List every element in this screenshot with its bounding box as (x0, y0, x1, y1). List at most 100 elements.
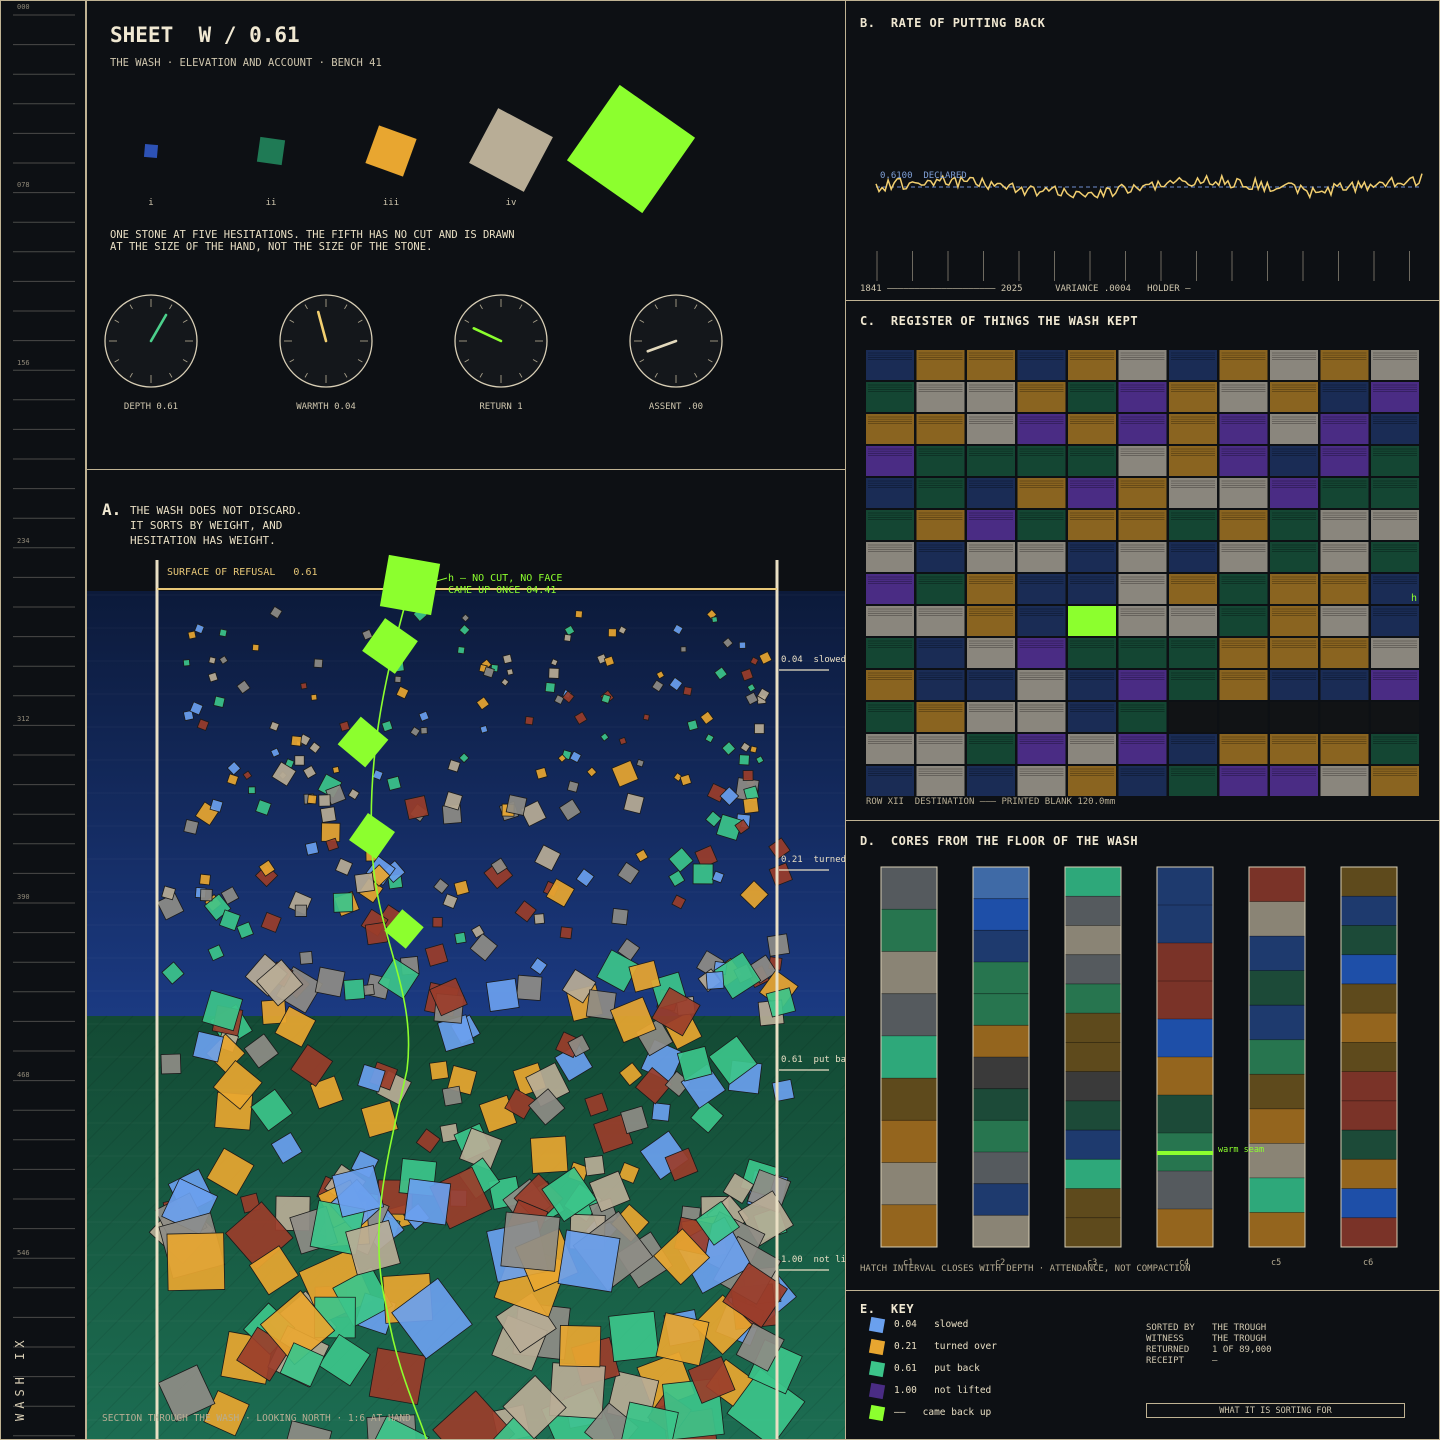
sediment-stone (544, 681, 556, 693)
sediment-stone (381, 720, 394, 733)
sediment-stone (320, 822, 341, 843)
dial-tick (182, 319, 188, 323)
sediment-stone (739, 880, 769, 910)
register-cell (1169, 670, 1217, 700)
core-layer (1065, 1013, 1121, 1043)
section-d-footer: HATCH INTERVAL CLOSES WITH DEPTH · ATTEN… (860, 1264, 1191, 1274)
sediment-stone (668, 869, 686, 887)
sediment-stone (259, 1289, 336, 1366)
sediment-stone (209, 798, 224, 813)
register-cell (1169, 510, 1217, 540)
sediment-stone (218, 909, 241, 932)
key-swatch (868, 1338, 886, 1356)
core-layer (1249, 1177, 1305, 1213)
register-cell (866, 382, 914, 412)
core-outline (972, 866, 1030, 1248)
sediment-stone (585, 989, 617, 1021)
sediment-stone (206, 1147, 255, 1196)
register-cell (1118, 606, 1167, 636)
sediment-stone (705, 971, 725, 990)
register-cell (1017, 606, 1066, 636)
core-layer (1157, 1095, 1213, 1133)
core-layer (1157, 1209, 1213, 1247)
core-layer (1341, 925, 1397, 955)
sediment-stone (719, 786, 740, 806)
core-layer (881, 867, 937, 910)
sediment-stone (564, 624, 576, 637)
core-layer (1065, 1100, 1121, 1131)
sediment-stone (711, 870, 725, 884)
register-cell (1320, 734, 1369, 764)
sediment-stone (161, 961, 185, 985)
core-layer (973, 1215, 1029, 1247)
core-layer (1249, 1108, 1305, 1144)
dial-tick (182, 359, 188, 363)
register-cell (1017, 670, 1066, 700)
register-cell (1270, 670, 1318, 700)
dial-tick (169, 372, 173, 378)
dial-tick (357, 319, 363, 323)
dial-tick (639, 319, 645, 323)
register-cell (967, 670, 1015, 700)
hatch-line (728, 1320, 845, 1439)
section-c-panel: C. REGISTER OF THINGS THE WASH KEPT h RO… (845, 300, 1440, 821)
sediment-stone (651, 987, 701, 1037)
register-cell (1219, 670, 1268, 700)
register-cell (866, 510, 914, 540)
register-cell (967, 542, 1015, 572)
callout-line-2: CAME UP ONCE 04.41 (448, 585, 557, 596)
ruler-ticks: 000 078 156 234 312 390 468 546 (13, 3, 75, 1437)
register-cell (967, 606, 1015, 636)
returned-stone (337, 716, 389, 768)
sediment-stone (559, 1325, 602, 1368)
register-cell (1118, 350, 1167, 380)
key-item-5: —— came back up (894, 1407, 992, 1418)
stone-2 (256, 136, 286, 166)
ruler-tick-label: 156 (17, 359, 30, 367)
register-cell (1320, 670, 1369, 700)
register-cell (1219, 478, 1268, 508)
sediment-stone (304, 841, 320, 856)
core-layer (973, 1183, 1029, 1216)
sediment-stone (705, 810, 722, 828)
sediment-stone (635, 848, 649, 863)
sediment-stone (307, 794, 318, 805)
core-layer (1065, 896, 1121, 926)
sediment-stone (722, 637, 734, 649)
register-cell (916, 478, 965, 508)
callout-line-1: h — NO CUT, NO FACE (448, 573, 563, 584)
sediment-stone (347, 788, 360, 801)
sediment-stone (755, 755, 765, 765)
sediment-stone (256, 959, 304, 1007)
dial-tick (304, 372, 308, 378)
register-cell (1068, 702, 1116, 732)
sediment-stone (166, 1232, 226, 1292)
dial-tick (464, 359, 470, 363)
stone-3 (365, 125, 417, 177)
sediment-stone (429, 1060, 449, 1081)
register-cell (866, 734, 914, 764)
register-cell (1017, 510, 1066, 540)
sediment-stone (318, 1333, 371, 1387)
hatch-line (87, 1015, 342, 1274)
sediment-stone (442, 893, 459, 910)
sediment-stone (687, 1356, 736, 1404)
sediment-stone (617, 1161, 640, 1184)
sediment-stone (618, 736, 627, 746)
core-layer (1341, 1188, 1397, 1218)
sediment-stone (653, 1228, 711, 1286)
sediment-stone (182, 659, 191, 667)
register-cell (1270, 382, 1318, 412)
register-cell (1169, 734, 1217, 764)
sediment-stone (394, 675, 402, 683)
register-cell (1371, 606, 1419, 636)
sorting-for-button[interactable]: WHAT IT IS SORTING FOR (1146, 1403, 1405, 1418)
rate-chart (875, 173, 1423, 281)
sediment-stone (768, 837, 791, 860)
register-cell (1371, 510, 1419, 540)
sediment-stone (274, 1005, 317, 1048)
key-swatch (868, 1404, 886, 1422)
sediment-stone (520, 800, 547, 827)
sediment-stone (218, 628, 228, 638)
register-cell (1371, 670, 1419, 700)
